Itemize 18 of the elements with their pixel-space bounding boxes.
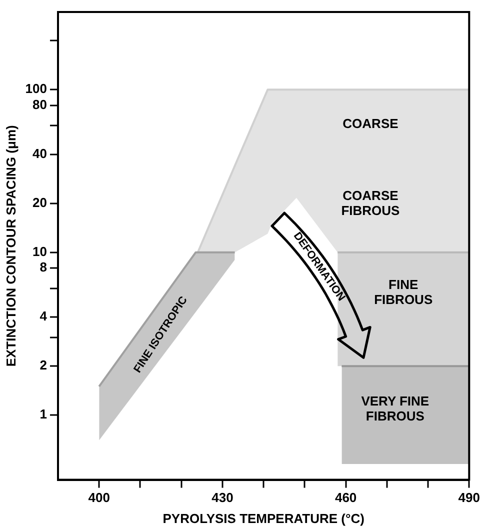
annotation: FINE FIBROUS xyxy=(374,276,433,307)
y-tick-label: 2 xyxy=(40,358,47,373)
y-axis-title: EXTINCTION CONTOUR SPACING (μm) xyxy=(3,125,18,367)
annotation: VERY FINE FIBROUS xyxy=(361,394,430,424)
y-tick-label: 80 xyxy=(32,96,47,112)
x-tick-label: 460 xyxy=(334,490,357,506)
y-tick-label: 4 xyxy=(40,308,48,324)
x-tick-label: 490 xyxy=(458,490,480,506)
x-tick-label: 430 xyxy=(212,490,234,506)
x-axis-title: PYROLYSIS TEMPERATURE (°C) xyxy=(162,510,364,526)
annotation: COARSE xyxy=(342,116,399,131)
y-tick-label: 8 xyxy=(40,260,47,275)
y-tick-label: 1 xyxy=(40,406,47,422)
y-tick-label: 40 xyxy=(32,146,47,161)
y-tick-label: 20 xyxy=(32,194,47,210)
x-tick-label: 400 xyxy=(88,490,110,506)
y-tick-label: 10 xyxy=(32,244,47,259)
y-tick-label: 100 xyxy=(25,81,47,96)
